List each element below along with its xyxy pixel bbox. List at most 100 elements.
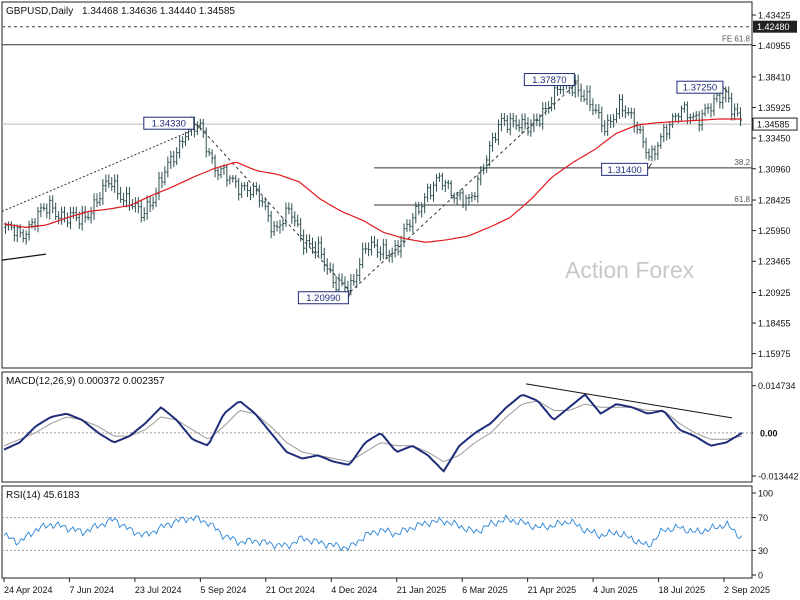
price-tick-label: 1.35925 [758,103,791,113]
time-tick-label: 21 Jan 2025 [397,585,447,595]
price-bar [535,113,539,127]
price-bar [92,193,96,220]
price-bar [39,203,43,218]
price-bar [331,263,335,289]
price-bar [231,175,235,183]
price-levels: FE 61.8 38.2 61.8 [2,26,752,206]
time-tick-label: 7 Jun 2024 [69,585,114,595]
price-bar [529,119,533,137]
price-bar [420,202,424,218]
price-bar [712,94,716,116]
price-bar [305,234,308,253]
price-tick-label: 1.20925 [758,288,791,298]
price-bar [526,117,530,136]
price-bar [116,174,119,200]
price-tick-label: 1.15975 [758,349,791,359]
price-bar [314,241,317,259]
price-bar [656,142,660,160]
swing-box [297,291,349,305]
price-bar [689,113,692,124]
price-bar [296,214,300,228]
price-bar [240,182,243,198]
price-bar [739,107,742,126]
swing-box [143,116,195,130]
price-bar [75,206,78,222]
price-bar [45,203,49,219]
price-bar [650,145,654,162]
price-bar [148,195,152,213]
price-bar [139,200,143,223]
price-bar [441,172,444,191]
price-bar [299,218,302,242]
price-tick-label: 1.38410 [758,72,791,82]
time-tick-label: 18 Jul 2025 [659,585,706,595]
price-bar [503,113,506,126]
price-bar [665,124,669,141]
price-bar [606,114,609,136]
price-bar [730,92,733,121]
price-bar [624,105,627,119]
price-tick-label: 1.25950 [758,226,791,236]
price-bar [615,108,618,123]
price-bar [674,113,677,123]
price-bar [249,186,252,201]
swing-box [676,80,724,94]
price-bar [638,124,642,134]
price-bar [635,121,639,135]
price-bar [644,137,648,160]
price-bar [387,249,391,263]
price-bar [361,242,364,269]
price-bar [13,224,16,242]
time-tick-label: 6 Mar 2025 [462,585,508,595]
price-bar [370,235,373,256]
price-bar [429,183,432,200]
price-bar [724,86,728,103]
price-bar [373,235,376,249]
ohlc-label: 1.34468 1.34636 1.34440 1.34585 [82,6,235,17]
price-bar [517,119,521,132]
swing-leader [193,122,201,128]
price-bar [544,102,547,116]
price-bar [272,221,276,236]
price-bar [237,178,240,201]
swing-leader [722,86,728,92]
price-tick-label: 1.43425 [758,11,791,21]
price-tick-label: 1.33450 [758,134,791,144]
price-bar [86,210,90,221]
price-bar [647,148,651,161]
price-bar [547,101,550,114]
price-bar [423,193,426,214]
price-bar [382,238,385,260]
price-tick-label: 1.30960 [758,164,791,174]
price-bar [228,175,232,185]
price-bar [311,237,314,255]
price-bar [594,103,598,114]
price-bar [485,155,488,173]
price-bar [145,195,149,220]
time-tick-label: 23 Jul 2024 [135,585,182,595]
rsi-axis: 100 70 30 0 [752,489,773,581]
price-bar [172,150,176,168]
swing-leader [647,163,652,170]
price-bar [452,192,456,204]
price-bar [213,154,217,178]
price-bar [255,182,258,195]
time-tick-label: 4 Jun 2025 [593,585,638,595]
watermark: Action Forex [565,257,695,283]
last-price-box [752,117,798,131]
price-bar [467,193,471,205]
price-bar [98,192,102,206]
time-axis: 24 Apr 2024 7 Jun 2024 23 Jul 2024 5 Sep 20… [2,577,770,595]
price-bar [417,201,421,215]
symbol-label: GBPUSD,Daily [6,6,73,17]
price-bar [697,110,701,132]
price-bar [488,140,491,167]
price-bars [4,74,742,298]
price-bar [290,203,294,224]
price-bar [210,149,214,164]
price-bar [317,236,320,257]
level-tag-label: 1.42480 [757,22,790,32]
price-bar [308,234,311,248]
macd-panel-frame [1,371,753,483]
swing-label: 1.20990 [306,293,340,304]
